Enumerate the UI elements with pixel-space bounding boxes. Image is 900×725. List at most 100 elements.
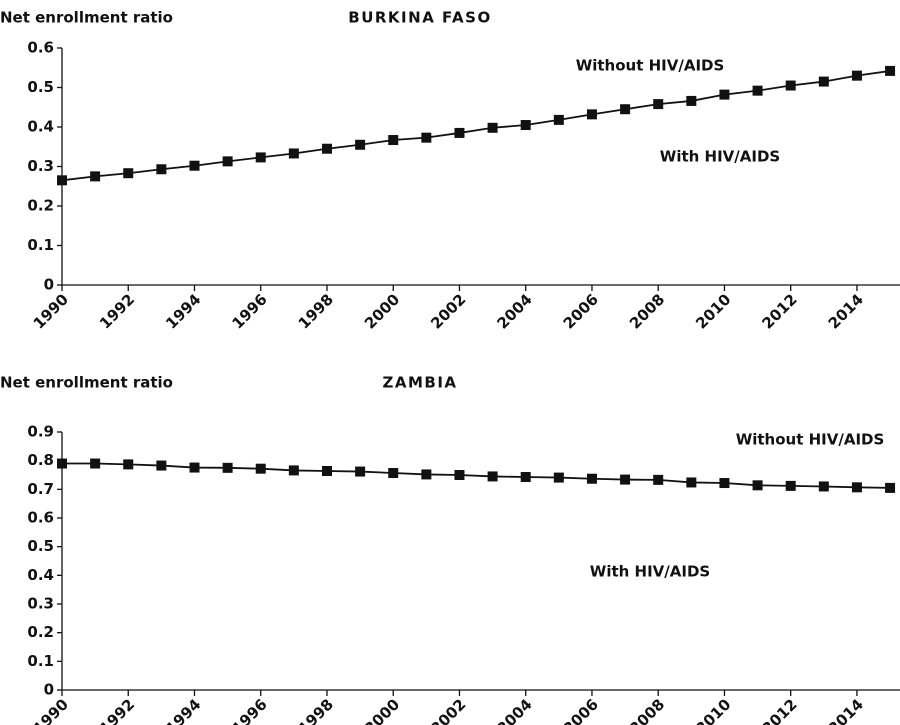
x-tick-label: 2014	[825, 290, 867, 332]
x-tick-label: 1994	[162, 290, 204, 332]
marker	[620, 474, 631, 485]
marker	[388, 135, 399, 146]
chart-title: ZAMBIA	[382, 374, 457, 392]
x-tick-label: 2004	[493, 695, 535, 725]
y-tick-label: 0.4	[27, 566, 54, 584]
marker	[520, 120, 531, 131]
y-tick-label: 0.1	[27, 652, 54, 670]
marker	[719, 478, 730, 489]
marker	[752, 85, 763, 96]
x-tick-label: 2008	[626, 290, 668, 332]
marker	[454, 470, 465, 480]
marker	[553, 472, 564, 483]
y-tick-label: 0.1	[27, 236, 54, 254]
y-tick-label: 0.6	[27, 509, 54, 527]
marker	[785, 80, 796, 91]
marker	[355, 139, 366, 150]
marker	[222, 462, 233, 473]
marker	[421, 132, 432, 143]
marker	[189, 160, 200, 171]
x-tick-label: 1992	[96, 290, 138, 332]
x-tick-label: 2002	[427, 290, 469, 332]
marker	[421, 469, 432, 480]
y-tick-label: 0.3	[27, 595, 54, 613]
x-tick-label: 1990	[30, 695, 72, 725]
marker	[321, 465, 332, 476]
marker	[818, 481, 829, 492]
marker	[156, 164, 167, 175]
y-tick-label: 0.8	[27, 451, 54, 469]
marker	[355, 466, 366, 477]
y-tick-label: 0.9	[27, 423, 54, 441]
marker	[454, 127, 465, 138]
marker	[752, 480, 763, 491]
marker	[321, 143, 332, 154]
marker	[90, 171, 101, 182]
marker	[288, 148, 299, 159]
y-tick-label: 0.5	[27, 78, 54, 96]
y-tick-label: 0.2	[27, 197, 54, 215]
marker	[388, 467, 399, 478]
marker	[620, 104, 631, 115]
y-axis-label: Net enrollment ratio	[0, 374, 173, 392]
y-tick-label: 0.4	[27, 118, 54, 136]
marker	[785, 480, 796, 491]
marker	[123, 459, 134, 470]
marker	[288, 465, 299, 476]
x-tick-label: 1998	[295, 290, 337, 332]
x-tick-label: 1992	[96, 695, 138, 725]
x-tick-label: 2014	[825, 695, 867, 725]
marker	[586, 109, 597, 120]
x-tick-label: 2010	[692, 290, 734, 332]
marker	[189, 462, 200, 473]
marker	[487, 471, 498, 482]
marker	[255, 463, 266, 474]
series-line	[62, 462, 891, 489]
x-tick-label: 2012	[758, 290, 800, 332]
chart-title: BURKINA FASO	[348, 9, 491, 27]
x-tick-label: 2006	[560, 695, 602, 725]
x-tick-label: 2000	[361, 695, 403, 725]
x-tick-label: 1996	[228, 695, 270, 725]
y-tick-label: 0	[44, 681, 54, 699]
marker	[156, 460, 167, 471]
marker	[851, 70, 862, 81]
marker	[586, 473, 597, 484]
marker	[686, 477, 697, 488]
marker	[90, 458, 101, 469]
y-tick-label: 0.5	[27, 537, 54, 555]
annotation: With HIV/AIDS	[660, 148, 780, 166]
x-tick-label: 1994	[162, 695, 204, 725]
marker	[818, 76, 829, 87]
x-tick-label: 2012	[758, 695, 800, 725]
y-tick-label: 0.6	[27, 39, 54, 57]
y-tick-label: 0.3	[27, 157, 54, 175]
marker	[553, 114, 564, 125]
marker	[255, 152, 266, 163]
x-tick-label: 2002	[427, 695, 469, 725]
x-tick-label: 1998	[295, 695, 337, 725]
marker	[222, 156, 233, 167]
x-tick-label: 2000	[361, 290, 403, 332]
marker	[719, 89, 730, 100]
x-tick-label: 2004	[493, 290, 535, 332]
annotation: Without HIV/AIDS	[736, 431, 885, 449]
annotation: With HIV/AIDS	[590, 563, 710, 581]
x-tick-label: 2010	[692, 695, 734, 725]
marker	[851, 482, 862, 493]
x-tick-label: 2008	[626, 695, 668, 725]
y-tick-label: 0.2	[27, 623, 54, 641]
marker	[123, 168, 134, 179]
marker	[520, 472, 531, 483]
marker	[885, 482, 896, 493]
marker	[653, 99, 664, 110]
x-tick-label: 1996	[228, 290, 270, 332]
marker	[686, 95, 697, 106]
x-tick-label: 1990	[30, 290, 72, 332]
y-axis-label: Net enrollment ratio	[0, 9, 173, 27]
y-tick-label: 0	[44, 276, 54, 294]
marker	[487, 122, 498, 133]
marker	[653, 474, 664, 485]
marker	[57, 458, 67, 469]
